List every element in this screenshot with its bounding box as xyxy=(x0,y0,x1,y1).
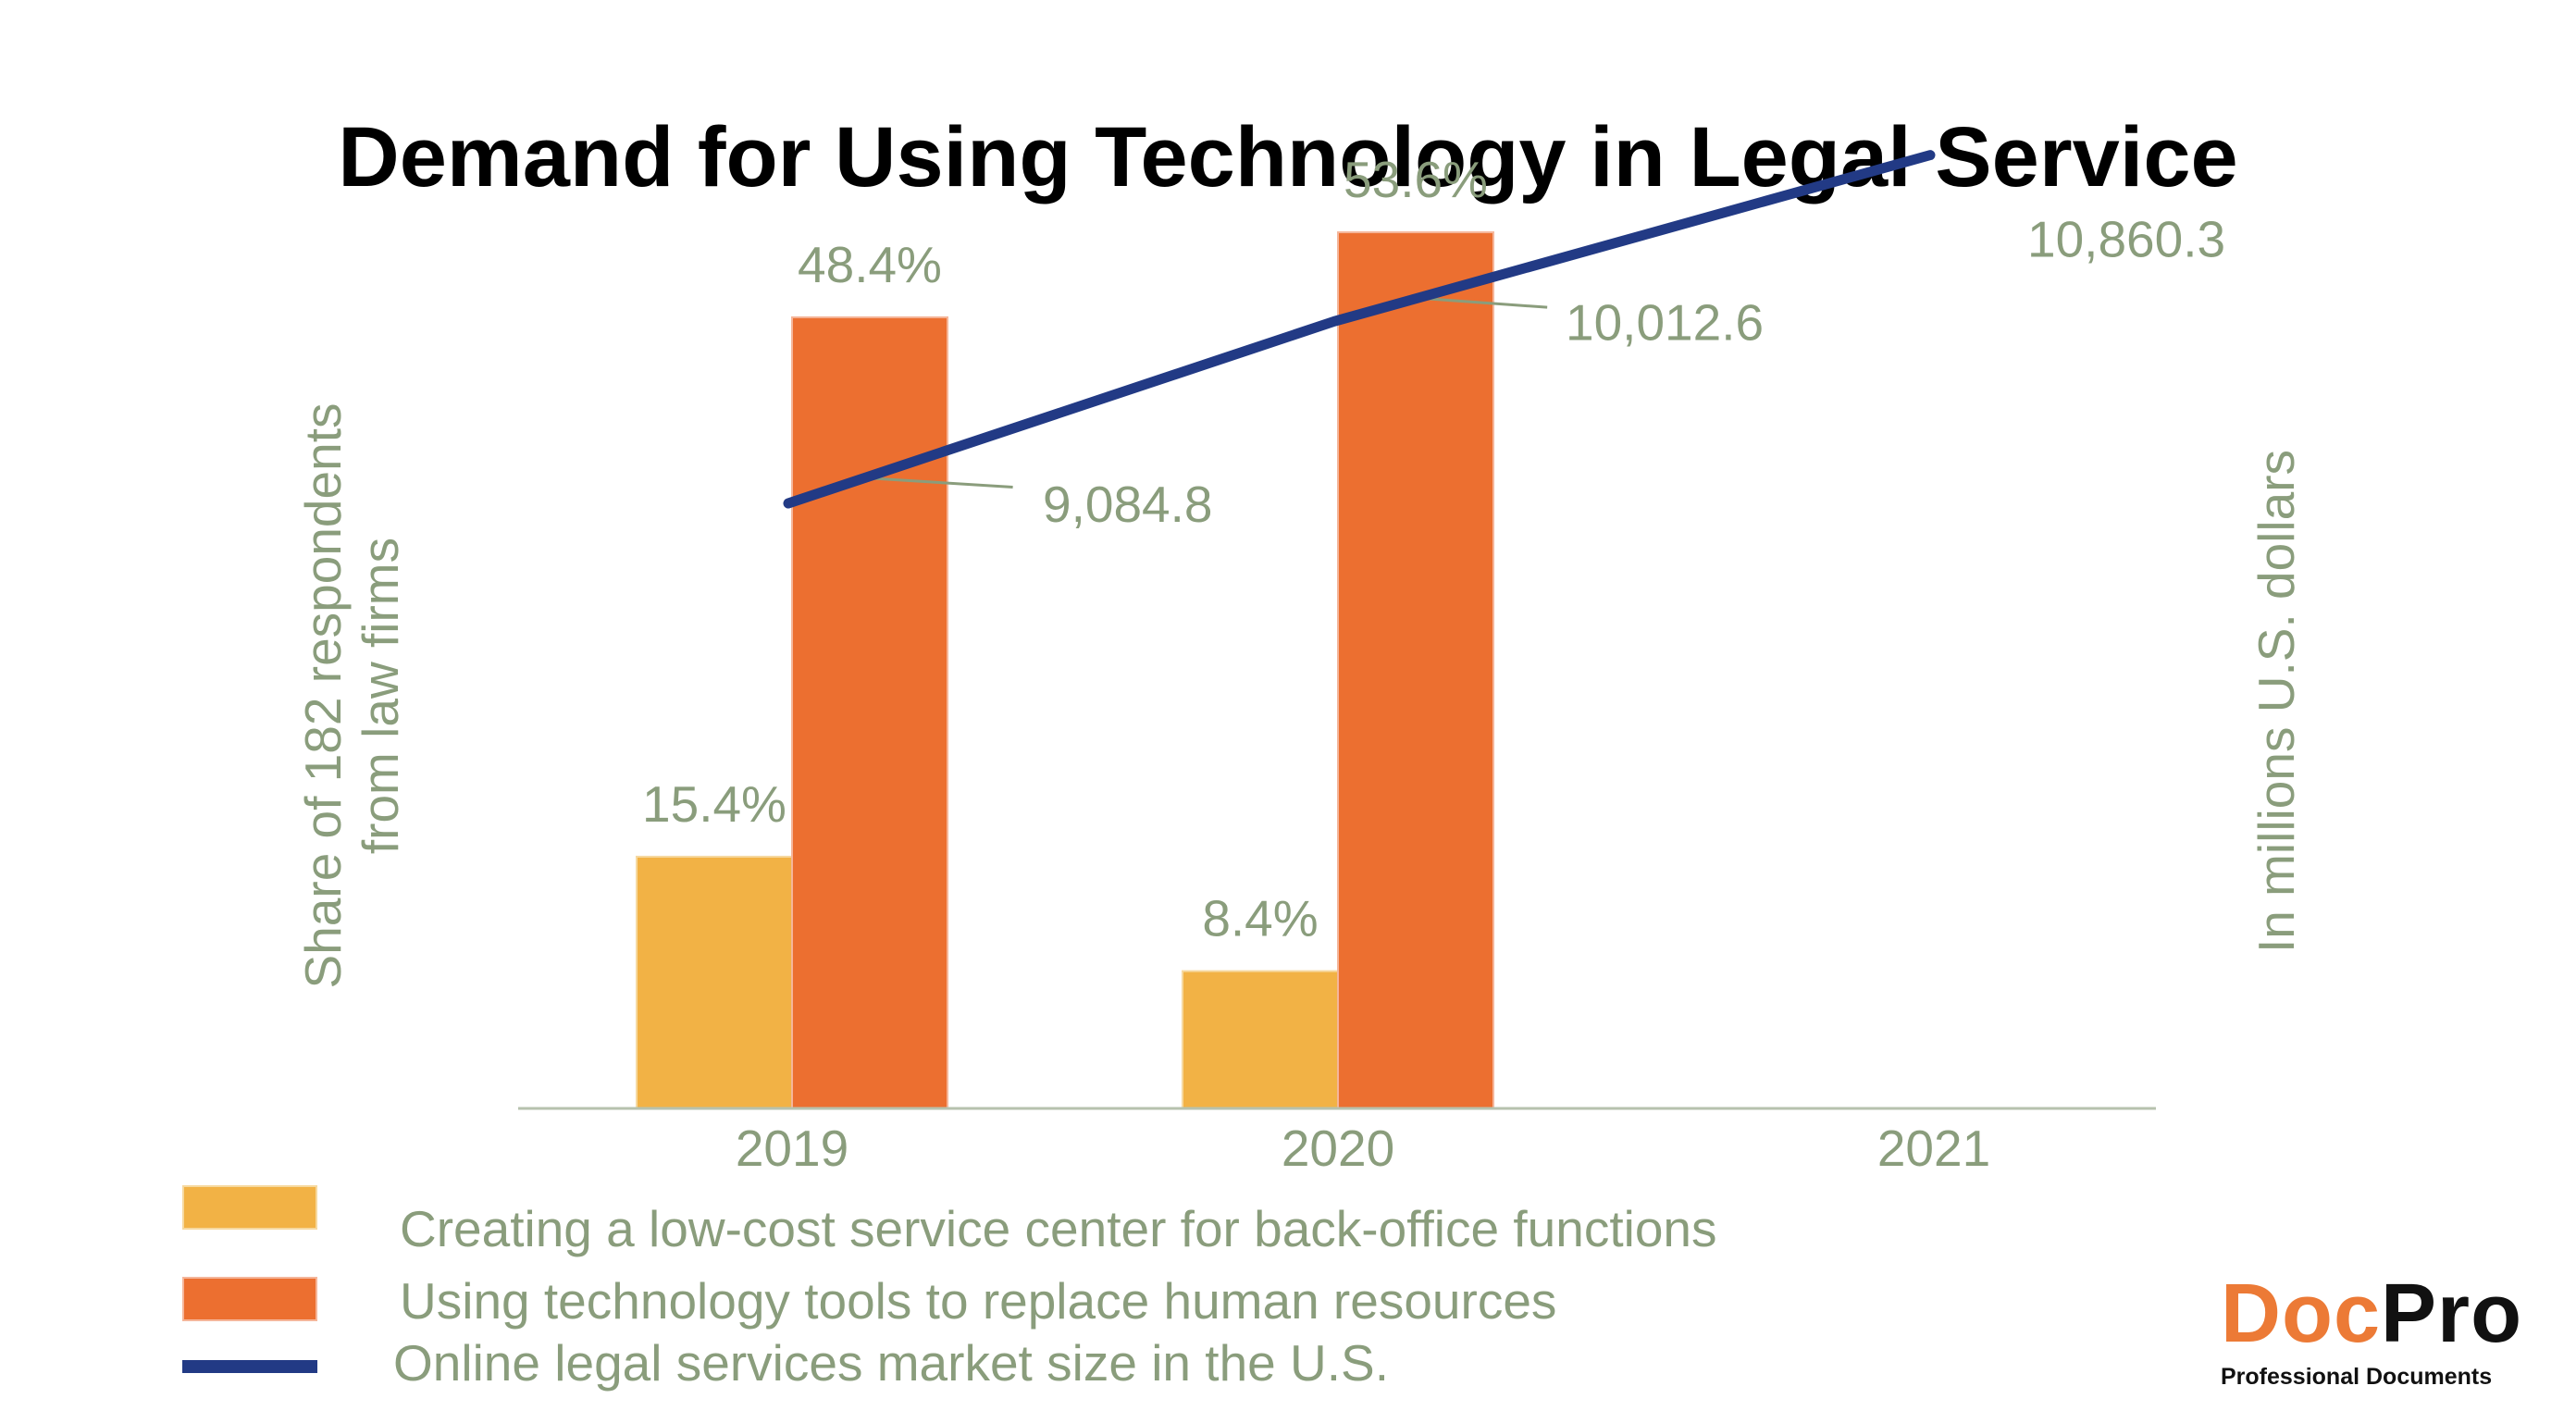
legend-swatch-back-office xyxy=(182,1185,317,1230)
line-label-market-size-2020: 10,012.6 xyxy=(1566,293,1764,351)
bar-tech-tools-2020 xyxy=(1337,231,1494,1110)
docpro-logo: DocPro Professional Documents xyxy=(2221,1268,2535,1391)
y-axis-left-title: Share of 182 respondents from law firms xyxy=(294,403,409,989)
legend-label-market-size: Online legal services market size in the… xyxy=(393,1334,1389,1392)
legend-label-tech-tools: Using technology tools to replace human … xyxy=(400,1272,1557,1330)
logo-wordmark: DocPro xyxy=(2221,1268,2535,1360)
y-axis-left-title-line-1: Share of 182 respondents xyxy=(294,402,352,989)
y-axis-right-title: In millions U.S. dollars xyxy=(2248,449,2305,954)
logo-tagline: Professional Documents xyxy=(2221,1364,2493,1390)
bar-label-tech-tools-2020: 53.6% xyxy=(1344,151,1488,208)
bar-label-back-office-2019: 15.4% xyxy=(642,775,786,833)
bar-label-back-office-2020: 8.4% xyxy=(1202,890,1318,947)
legend-label-back-office: Creating a low-cost service center for b… xyxy=(400,1200,1717,1257)
x-tick-label-2021: 2021 xyxy=(1877,1120,1990,1177)
line-label-leader-2020 xyxy=(1418,296,1548,309)
x-tick-label-2020: 2020 xyxy=(1282,1120,1394,1177)
y-axis-left-title-line-2: from law firms xyxy=(352,537,409,855)
line-market-size xyxy=(783,150,1936,509)
x-tick-label-2019: 2019 xyxy=(736,1120,848,1177)
legend-swatch-tech-tools xyxy=(182,1277,317,1321)
bar-tech-tools-2019 xyxy=(791,316,948,1109)
line-label-leader-2019 xyxy=(864,476,1013,489)
line-label-market-size-2021: 10,860.3 xyxy=(2027,211,2225,268)
bar-back-office-2020 xyxy=(1182,970,1339,1109)
logo-doc-text: Doc xyxy=(2221,1268,2382,1360)
legend-swatch-market-size xyxy=(182,1360,317,1373)
bar-back-office-2019 xyxy=(636,855,793,1110)
bar-label-tech-tools-2019: 48.4% xyxy=(798,236,942,293)
line-label-market-size-2019: 9,084.8 xyxy=(1043,476,1213,533)
logo-pro-text: Pro xyxy=(2381,1268,2523,1360)
